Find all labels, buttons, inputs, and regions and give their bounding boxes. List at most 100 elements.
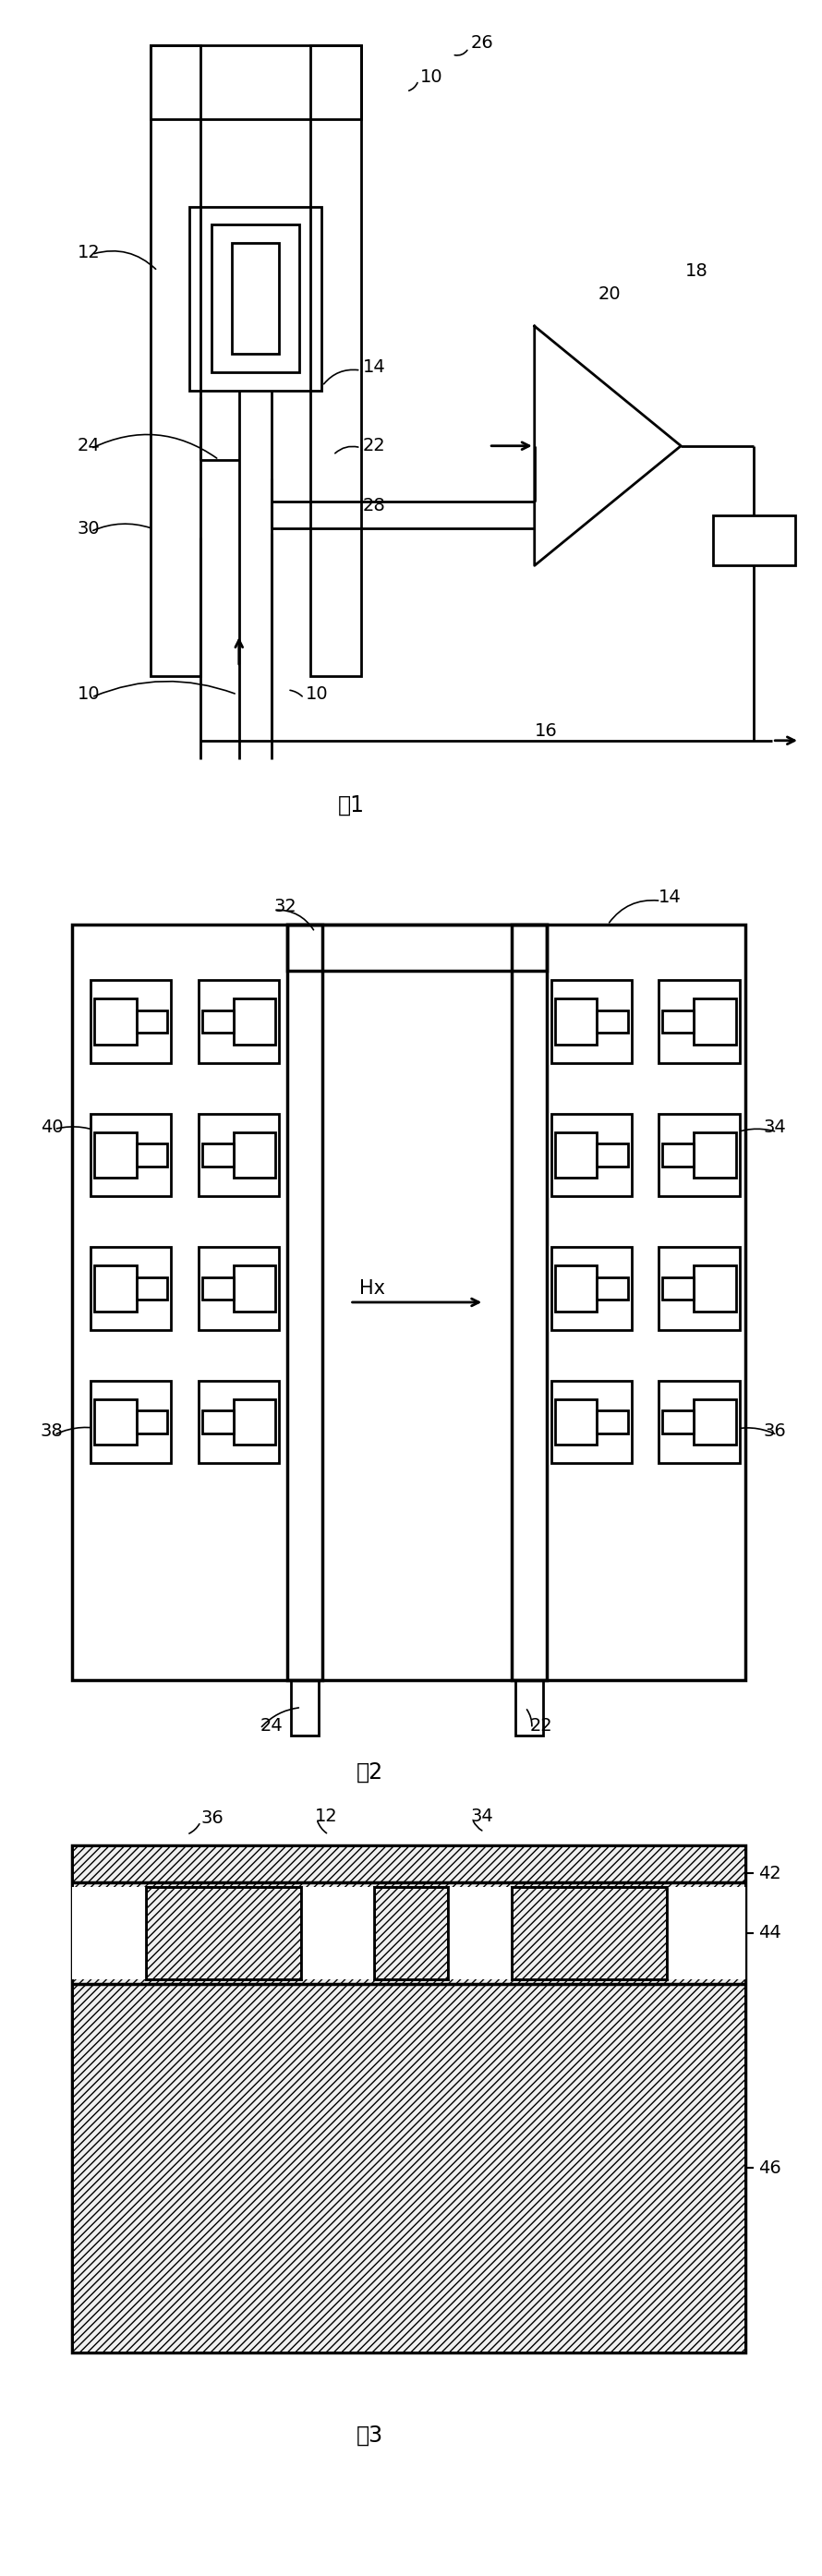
Bar (72, 1984, 745, 2352)
Text: 44: 44 (759, 1924, 782, 1942)
Bar (555, 1399, 597, 1445)
Bar (374, 1888, 448, 1978)
Bar (136, 1144, 168, 1167)
Bar (90, 1113, 171, 1195)
Text: 22: 22 (530, 1718, 553, 1734)
Bar (136, 1010, 168, 1033)
Bar (291, 1680, 319, 1736)
Text: 24: 24 (77, 438, 100, 453)
Bar (694, 1131, 736, 1177)
Bar (190, 206, 321, 392)
Bar (694, 1399, 736, 1445)
Bar (90, 1381, 171, 1463)
Text: 38: 38 (40, 1422, 63, 1440)
Text: 图1: 图1 (338, 793, 365, 817)
Bar (663, 1412, 694, 1432)
Bar (72, 1883, 745, 1984)
Bar (233, 1265, 275, 1311)
Bar (72, 1883, 745, 1984)
Text: 10: 10 (306, 685, 329, 703)
Text: 20: 20 (598, 286, 621, 304)
Bar (659, 1381, 740, 1463)
Bar (145, 1888, 301, 1978)
Text: 42: 42 (759, 1865, 782, 1883)
Bar (374, 1888, 448, 1978)
Bar (663, 1144, 694, 1167)
Text: 30: 30 (77, 520, 99, 538)
Text: 32: 32 (274, 896, 297, 914)
Text: 14: 14 (363, 358, 386, 376)
Text: 图3: 图3 (357, 2424, 383, 2447)
Text: 36: 36 (201, 1808, 224, 1826)
Text: 12: 12 (77, 245, 100, 260)
Bar (233, 1399, 275, 1445)
Bar (659, 979, 740, 1064)
Bar (597, 1278, 628, 1301)
Bar (72, 1984, 745, 2352)
Bar (233, 1131, 275, 1177)
Bar (202, 1412, 233, 1432)
Bar (663, 1010, 694, 1033)
Bar (199, 1247, 279, 1329)
Bar (150, 46, 201, 675)
Bar (288, 925, 547, 971)
Bar (202, 1278, 233, 1301)
Bar (694, 999, 736, 1043)
Bar (202, 1010, 233, 1033)
Text: 40: 40 (40, 1118, 63, 1136)
Bar (95, 1265, 136, 1311)
Text: 24: 24 (260, 1718, 283, 1734)
Text: 图2: 图2 (357, 1762, 383, 1783)
Text: 12: 12 (315, 1808, 338, 1824)
Bar (232, 242, 279, 353)
Bar (694, 1265, 736, 1311)
Bar (211, 224, 299, 371)
Text: Hx: Hx (359, 1280, 385, 1298)
Bar (199, 1381, 279, 1463)
Text: 16: 16 (534, 721, 557, 739)
Bar (72, 1888, 145, 1978)
Bar (136, 1412, 168, 1432)
Bar (663, 1278, 694, 1301)
Bar (555, 999, 597, 1043)
Bar (511, 1888, 667, 1978)
Bar (150, 46, 361, 118)
Bar (199, 1113, 279, 1195)
Bar (90, 1247, 171, 1329)
Bar (659, 1113, 740, 1195)
Bar (713, 515, 795, 567)
Bar (511, 925, 547, 1680)
Text: 46: 46 (759, 2159, 782, 2177)
Bar (199, 979, 279, 1064)
Bar (551, 1381, 631, 1463)
Text: 34: 34 (470, 1808, 493, 1824)
Bar (72, 1844, 745, 1883)
Bar (72, 1844, 745, 2352)
Bar (233, 999, 275, 1043)
Bar (597, 1010, 628, 1033)
Bar (72, 1844, 745, 1883)
Text: 22: 22 (363, 438, 386, 453)
Bar (288, 925, 322, 1680)
Bar (136, 1278, 168, 1301)
Bar (72, 925, 745, 1680)
Text: 10: 10 (420, 70, 443, 85)
Bar (515, 1680, 543, 1736)
Text: 34: 34 (764, 1118, 786, 1136)
Text: 10: 10 (77, 685, 99, 703)
Bar (555, 1265, 597, 1311)
Text: 36: 36 (764, 1422, 786, 1440)
Text: 28: 28 (363, 497, 386, 515)
Bar (511, 1888, 667, 1978)
Bar (311, 46, 361, 675)
Bar (551, 1247, 631, 1329)
Bar (95, 1399, 136, 1445)
Bar (597, 1412, 628, 1432)
Bar (551, 1113, 631, 1195)
Bar (597, 1144, 628, 1167)
Text: 14: 14 (658, 889, 681, 907)
Bar (667, 1888, 745, 1978)
Text: 26: 26 (470, 33, 493, 52)
Bar (301, 1888, 374, 1978)
Text: 18: 18 (686, 263, 709, 281)
